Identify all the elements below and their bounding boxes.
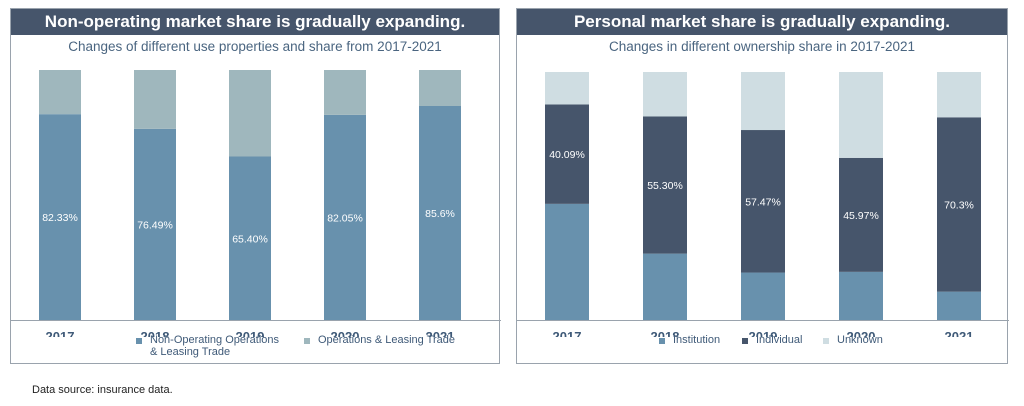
right-legend-item-1: Individual [742, 334, 802, 346]
right-chart-panel: Personal market share is gradually expan… [516, 8, 1009, 364]
left-legend-label: Operations & Leasing Trade [318, 334, 455, 346]
right-bar-2020-unknown [839, 72, 883, 158]
right-bar-2019-individual [741, 130, 785, 273]
left-data-label-2019: 65.40% [232, 233, 268, 245]
left-x-tick-2021: 2021 [426, 329, 455, 337]
left-chart-title: Changes of different use properties and … [68, 39, 442, 54]
right-legend-item-0: Institution [659, 334, 720, 346]
right-chart-header: Personal market share is gradually expan… [517, 9, 1007, 35]
right-legend-item-2: Unknown [823, 334, 883, 346]
right-bar-2018-unknown [643, 72, 687, 117]
left-bar-2017-non-operating-operations-leasing-trade [39, 114, 81, 320]
left-data-label-2017: 82.33% [42, 212, 78, 224]
right-bar-2017-institution [545, 203, 589, 320]
right-bar-2021-institution [937, 291, 981, 320]
right-legend-swatch [823, 338, 829, 344]
right-legend-swatch [659, 338, 665, 344]
left-x-tick-2017: 2017 [46, 329, 75, 337]
left-bar-2017-operations-leasing-trade [39, 70, 81, 115]
left-bar-2019-operations-leasing-trade [229, 70, 271, 157]
left-bar-2021-non-operating-operations-leasing-trade [419, 106, 461, 320]
right-data-label-2019: 57.47% [745, 196, 781, 208]
right-data-label-2017: 40.09% [549, 149, 585, 161]
left-x-tick-2020: 2020 [331, 329, 360, 337]
left-bar-2018-non-operating-operations-leasing-trade [134, 128, 176, 320]
right-legend-label: Institution [673, 334, 721, 346]
right-chart-plot: 40.09% 2017 55.30% 2018 57.47% 2019 45.97% 2020… [517, 72, 1009, 337]
right-bar-2021-unknown [937, 72, 981, 118]
right-data-label-2021: 70.3% [944, 199, 974, 211]
right-legend-swatch [742, 338, 748, 344]
left-chart-panel: Non-operating market share is gradually … [10, 8, 501, 364]
left-chart-header: Non-operating market share is gradually … [11, 9, 499, 35]
left-bar-2020-non-operating-operations-leasing-trade [324, 114, 366, 320]
right-data-label-2018: 55.30% [647, 180, 683, 192]
left-bar-2020-operations-leasing-trade [324, 70, 366, 115]
right-chart-legend: Institution Individual Unknown [517, 334, 1007, 364]
left-data-label-2018: 76.49% [137, 219, 173, 231]
left-legend-label: Non-Operating Operations & Leasing Trade [150, 334, 280, 358]
left-x-tick-2018: 2018 [141, 329, 170, 337]
right-bar-2019-unknown [741, 72, 785, 131]
right-bar-2020-individual [839, 157, 883, 272]
right-x-tick-2020: 2020 [847, 329, 876, 337]
right-x-tick-2019: 2019 [749, 329, 778, 337]
left-bar-2018-operations-leasing-trade [134, 70, 176, 129]
right-x-tick-2018: 2018 [651, 329, 680, 337]
right-bar-2018-institution [643, 253, 687, 320]
right-bar-2019-institution [741, 272, 785, 320]
right-legend-label: Individual [756, 334, 803, 346]
left-bar-2019-non-operating-operations-leasing-trade [229, 156, 271, 320]
right-x-tick-2021: 2021 [945, 329, 974, 337]
left-legend-item-1: Operations & Leasing Trade [304, 334, 455, 346]
left-chart-plot: 82.33% 2017 76.49% 2018 65.40% 2019 82.05% 2020… [11, 70, 501, 337]
left-legend-swatch [304, 338, 310, 344]
right-bar-2020-institution [839, 271, 883, 320]
left-bar-2021-operations-leasing-trade [419, 70, 461, 106]
right-bar-2021-individual [937, 117, 981, 292]
left-legend-swatch [136, 338, 142, 344]
left-data-label-2020: 82.05% [327, 212, 363, 224]
left-x-tick-2019: 2019 [236, 329, 265, 337]
right-data-label-2020: 45.97% [843, 210, 879, 222]
left-data-label-2021: 85.6% [425, 208, 455, 220]
left-chart-legend: Non-Operating Operations & Leasing Trade O… [11, 334, 499, 364]
right-x-tick-2017: 2017 [553, 329, 582, 337]
right-bar-2017-individual [545, 104, 589, 204]
right-chart-title: Changes in different ownership share in … [609, 39, 915, 54]
right-bar-2018-individual [643, 116, 687, 254]
data-source-note: Data source: insurance data. [32, 384, 173, 396]
right-bar-2017-unknown [545, 72, 589, 105]
right-legend-label: Unknown [837, 334, 883, 346]
left-legend-item-0: Non-Operating Operations & Leasing Trade [136, 334, 279, 358]
